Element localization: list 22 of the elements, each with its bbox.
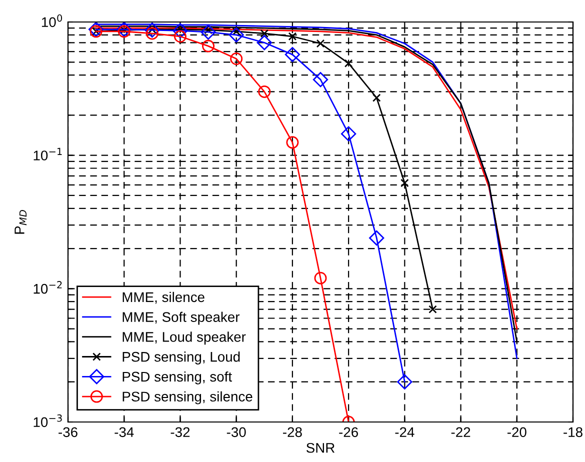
x-tick-label: -28 (283, 427, 302, 438)
x-tick-label: -26 (339, 427, 358, 438)
y-tick-label: 10$^{0}$ (42, 14, 62, 28)
x-tick-label: -32 (170, 427, 190, 438)
y-tick-label: 10$^{−3}$ (34, 414, 62, 428)
x-axis-title: SNR (306, 442, 335, 453)
x-tick-label: -20 (507, 427, 526, 438)
legend-label: PSD sensing, Loud (122, 352, 240, 364)
x-tick-label: -30 (226, 427, 246, 438)
legend-label: MME, silence (122, 292, 204, 304)
y-axis-title: P$_{MD}$ (14, 210, 27, 234)
x-tick-label: -36 (58, 427, 78, 438)
x-tick-label: -34 (114, 427, 134, 438)
legend-label: MME, Soft speaker (122, 312, 240, 325)
x-tick-label: -24 (395, 427, 414, 437)
legend-label: MME, Loud speaker (122, 332, 246, 345)
x-tick-label: -18 (564, 427, 582, 438)
x-tick-label: -22 (451, 427, 470, 437)
y-tick-label: 10$^{−2}$ (34, 281, 62, 294)
legend-label: PSD sensing, soft (122, 371, 232, 384)
legend-label: PSD sensing, silence (122, 391, 252, 404)
y-tick-label: 10$^{−1}$ (34, 148, 62, 160)
